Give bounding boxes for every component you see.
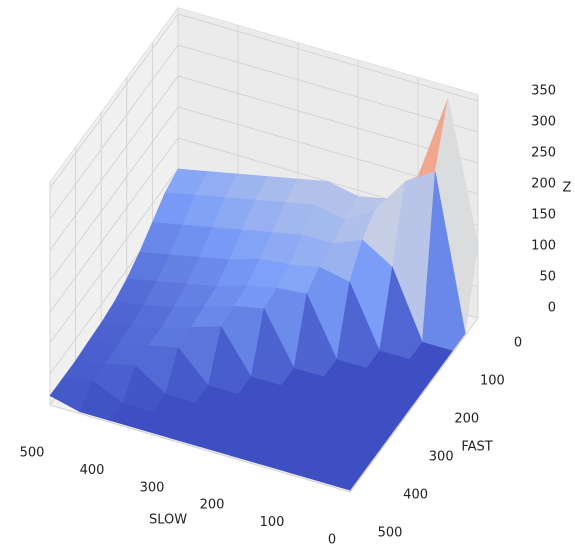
grid-line	[49, 44, 179, 220]
y-tick-label: 400	[403, 488, 428, 503]
z-tick-label: 350	[531, 84, 556, 99]
x-tick-label: 200	[200, 498, 225, 513]
grid-line	[49, 75, 179, 251]
surface-face	[319, 463, 364, 491]
z-tick-label: 200	[531, 177, 556, 192]
grid-line	[49, 168, 179, 344]
z-tick-label: 50	[539, 270, 556, 285]
labels: SLOW FAST Z 0100200300400500010020030040…	[20, 84, 572, 548]
grid-line	[49, 404, 351, 493]
z-tick-label: 250	[531, 146, 556, 161]
z-axis-label: Z	[563, 181, 572, 196]
y-axis-label: FAST	[461, 440, 492, 455]
y-tick-label: 0	[514, 336, 522, 351]
z-tick-label: 300	[531, 115, 556, 130]
y-tick-label: 200	[454, 412, 479, 427]
x-tick-label: 300	[140, 480, 165, 495]
grid-line	[349, 317, 479, 493]
surface	[49, 98, 479, 491]
grid-line	[177, 44, 479, 133]
grid-line	[177, 75, 479, 164]
grid-line	[49, 137, 179, 313]
x-tick-label: 100	[260, 515, 285, 530]
z-tick-label: 0	[548, 301, 556, 316]
y-tick-label: 300	[429, 450, 454, 465]
grid-line	[49, 13, 179, 189]
grid-line	[49, 106, 179, 282]
z-tick-label: 150	[531, 208, 556, 223]
y-tick-label: 100	[480, 374, 505, 389]
x-tick-label: 0	[328, 533, 336, 548]
x-tick-label: 400	[80, 463, 105, 478]
x-tick-label: 500	[20, 446, 45, 461]
y-tick-label: 500	[378, 526, 403, 541]
x-axis-label: SLOW	[149, 513, 187, 528]
z-tick-label: 100	[531, 239, 556, 254]
grid-line	[177, 13, 479, 102]
